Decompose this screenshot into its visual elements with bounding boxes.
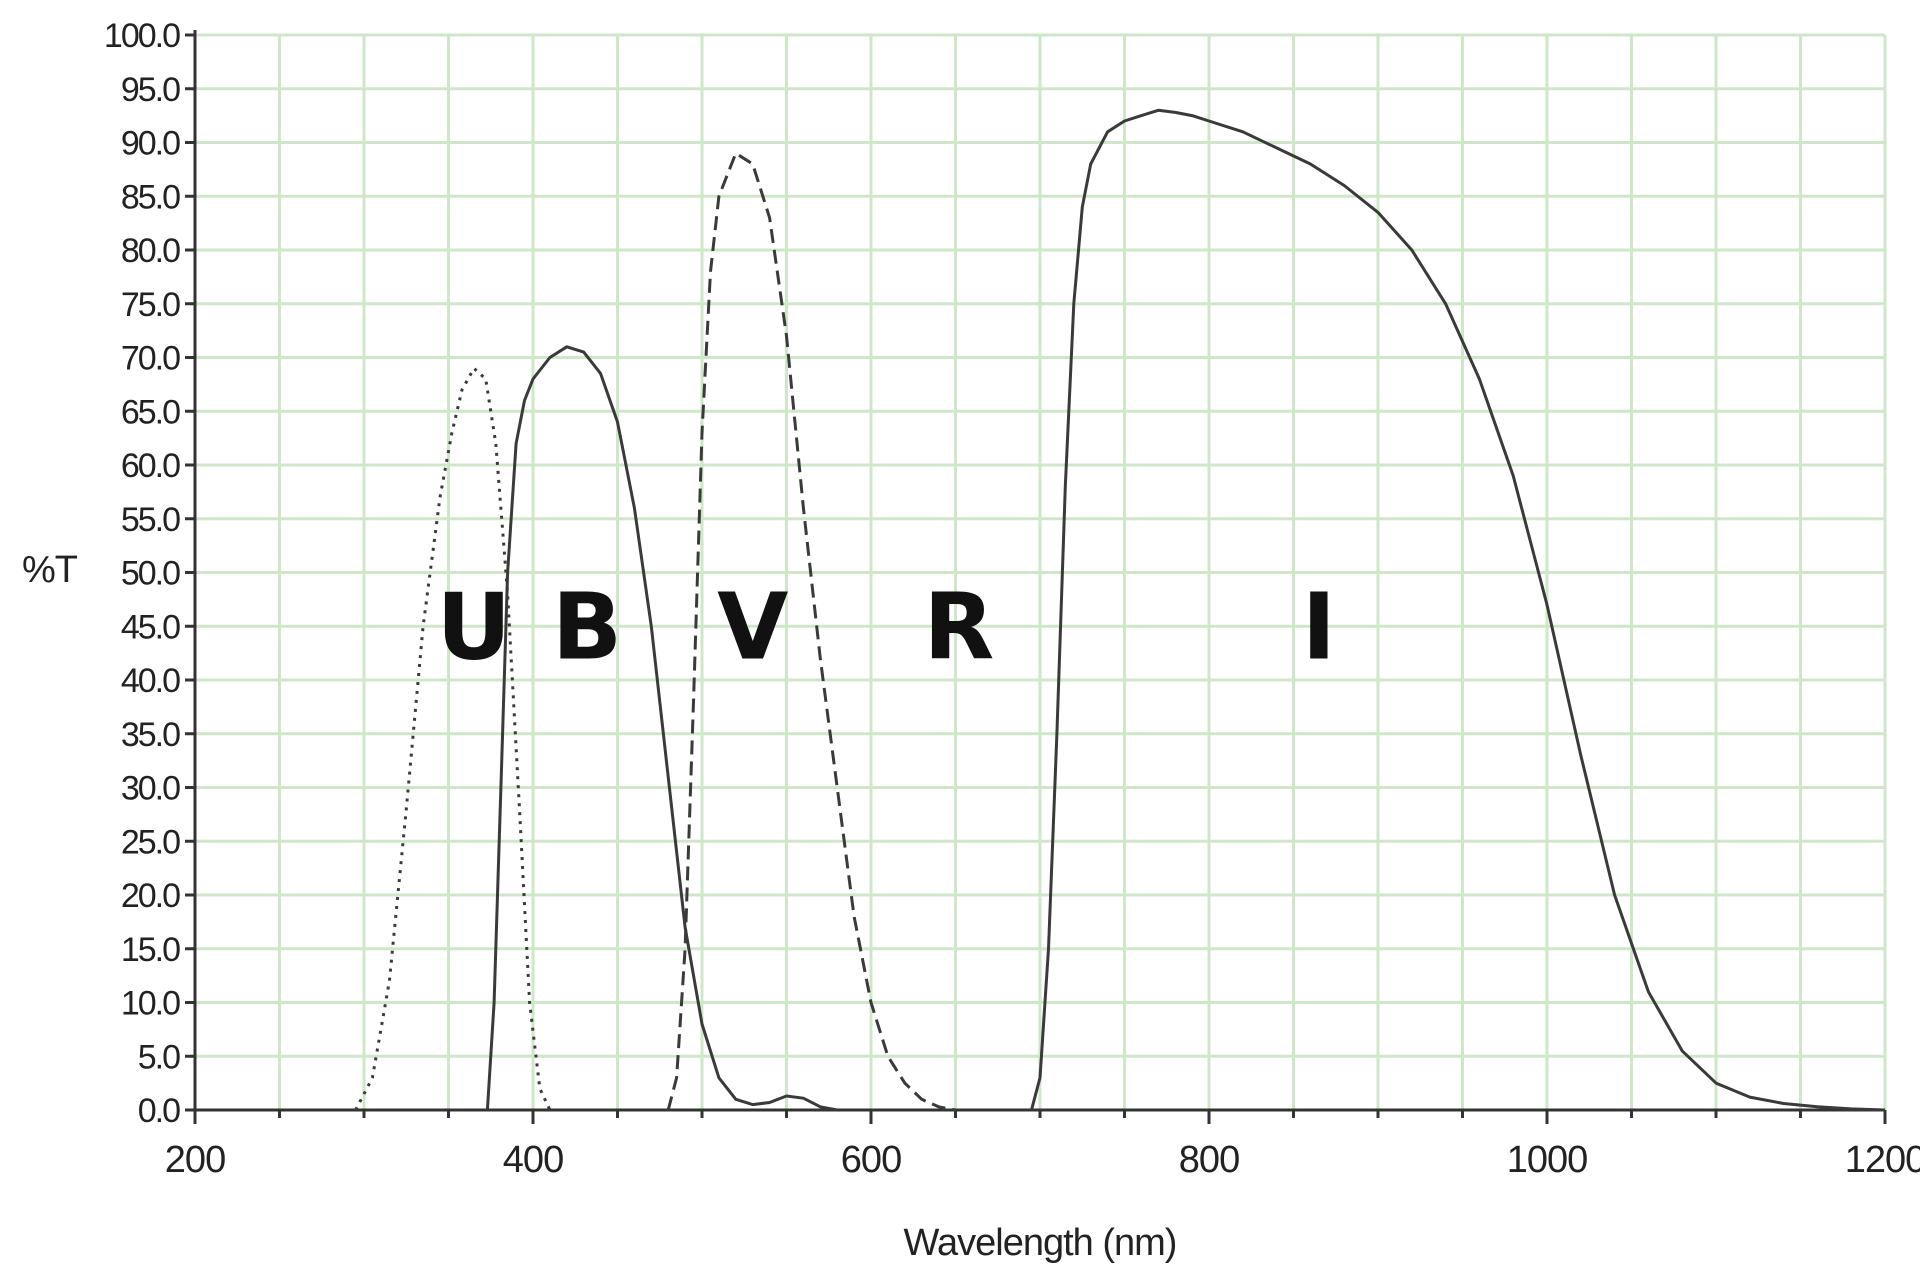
y-tick-labels: 0.0 5.0 10.0 15.0 20.0 25.0 30.0 35.0 40.0 45.0 50… (104, 17, 182, 1130)
y-tick-label: 95.0 (121, 71, 180, 109)
y-tick-label: 10.0 (121, 985, 180, 1023)
y-axis-title: %T (22, 549, 78, 591)
y-tick-label: 40.0 (121, 662, 180, 700)
y-tick-label: 90.0 (121, 125, 180, 163)
series-line-V (666, 151, 956, 1112)
y-tick-label: 15.0 (121, 931, 180, 969)
y-tick-label: 70.0 (121, 340, 180, 378)
y-tick-label: 5.0 (138, 1038, 180, 1076)
band-label-R: R (923, 574, 994, 681)
band-label-V: V (717, 574, 788, 681)
band-label-I: I (1302, 574, 1336, 681)
band-label-B: B (552, 574, 622, 681)
x-axis-title: Wavelength (nm) (904, 1222, 1177, 1264)
axes (185, 30, 1887, 1124)
x-tick-label: 800 (1179, 1139, 1239, 1181)
x-tick-labels: 200 400 600 800 1000 1200 (165, 1139, 1920, 1181)
y-tick-label: 45.0 (121, 608, 180, 646)
grid (195, 33, 1887, 1110)
y-tick-label: 55.0 (121, 501, 180, 539)
y-tick-label: 60.0 (121, 447, 180, 485)
y-tick-label: 85.0 (121, 178, 180, 216)
x-tick-label: 1000 (1507, 1139, 1588, 1181)
x-tick-label: 600 (841, 1139, 901, 1181)
y-tick-label: 0.0 (138, 1092, 180, 1130)
y-tick-label: 25.0 (121, 823, 180, 861)
band-label-U: U (436, 574, 511, 681)
y-tick-label: 35.0 (121, 716, 180, 754)
x-tick-label: 200 (165, 1139, 225, 1181)
y-tick-label: 75.0 (121, 286, 180, 324)
y-tick-label: 20.0 (121, 877, 180, 915)
series-line-B (485, 345, 838, 1112)
x-tick-label: 400 (503, 1139, 563, 1181)
series-lines (354, 108, 1886, 1112)
x-tick-label: 1200 (1845, 1139, 1920, 1181)
y-tick-label: 80.0 (121, 232, 180, 270)
y-tick-label: 30.0 (121, 770, 180, 808)
series-line-I (1030, 108, 1886, 1112)
y-tick-label: 50.0 (121, 555, 180, 593)
y-tick-label: 100.0 (104, 17, 180, 55)
y-tick-label: 65.0 (121, 393, 180, 431)
